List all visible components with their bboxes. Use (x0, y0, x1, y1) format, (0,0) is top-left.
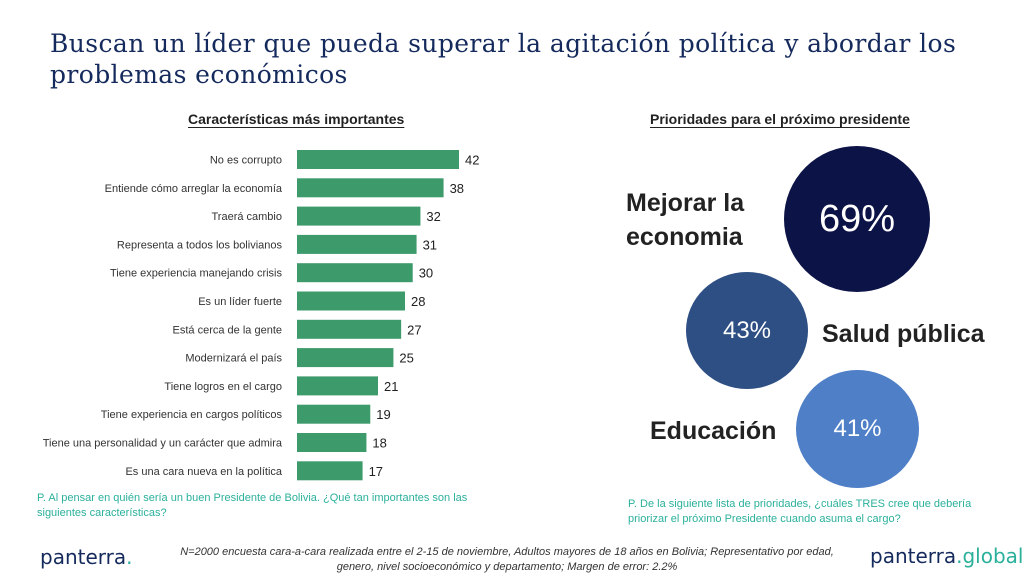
bar (297, 263, 413, 283)
methodology-footnote: N=2000 encuesta cara-a-cara realizada en… (180, 546, 834, 573)
chart-heading: Características más importantes (188, 111, 405, 127)
bar-chart: No es corrupto 42 Entiende cómo arreglar l… (43, 150, 479, 481)
panterra-logo-left: panterra. (40, 545, 132, 569)
bar-value-label: 38 (450, 181, 464, 196)
priorities-heading: Prioridades para el próximo presidente (650, 111, 910, 127)
bar (297, 206, 421, 226)
bar-value-label: 28 (411, 294, 425, 309)
priority-label-education: Educación (650, 417, 777, 445)
left-question-note: P. Al pensar en quién sería un buen Pres… (37, 492, 468, 519)
bar-value-label: 17 (369, 464, 383, 479)
category-label: Tiene experiencia manejando crisis (110, 268, 283, 280)
bar-value-label: 30 (419, 266, 433, 281)
bar-value-label: 32 (426, 209, 440, 224)
bar-value-label: 31 (423, 237, 437, 252)
bar (297, 348, 394, 368)
bar-value-label: 19 (376, 407, 390, 422)
priority-value-education: 41% (833, 415, 882, 442)
bar (297, 234, 417, 254)
bar-value-label: 21 (384, 379, 398, 394)
logo-right-suffix: .global (956, 544, 1024, 568)
priority-label-economy-line1: Mejorar la (626, 189, 745, 217)
priority-label-economy-line2: economia (626, 223, 743, 251)
bar (297, 404, 371, 424)
category-label: Tiene una personalidad y un carácter que… (43, 438, 283, 450)
bar-value-label: 42 (465, 153, 479, 168)
category-label: Modernizará el país (185, 353, 282, 365)
priority-value-health: 43% (722, 316, 772, 344)
right-question-note: P. De la siguiente lista de prioridades,… (628, 498, 972, 525)
priority-circle-economy: 69% (784, 146, 930, 292)
page-title: Buscan un líder que pueda superar la agi… (50, 29, 957, 89)
bar (297, 178, 444, 198)
logo-right-main: panterra (870, 544, 957, 568)
category-label: No es corrupto (210, 155, 282, 167)
priority-circle-education: 41% (796, 370, 919, 488)
priority-label-health: Salud pública (822, 320, 985, 348)
category-label: Está cerca de la gente (173, 324, 282, 336)
category-label: Entiende cómo arreglar la economía (105, 183, 283, 195)
panterra-logo-right: panterra.global (870, 544, 1023, 568)
category-label: Tiene logros en el cargo (164, 381, 282, 393)
bar-value-label: 18 (372, 436, 386, 451)
logo-left-dot: . (126, 545, 133, 569)
category-label: Es un líder fuerte (198, 296, 282, 308)
bar-value-label: 25 (399, 351, 413, 366)
bar (297, 461, 363, 481)
bar-value-label: 27 (407, 322, 421, 337)
category-label: Representa a todos los bolivianos (117, 239, 283, 251)
category-label: Tiene experiencia en cargos políticos (101, 409, 283, 421)
category-label: Es una cara nueva en la política (125, 466, 282, 478)
bar (297, 433, 367, 452)
bar (297, 150, 459, 169)
bar (297, 291, 405, 311)
priority-circle-health: 43% (686, 272, 808, 389)
logo-left-text: panterra (40, 545, 127, 569)
bar (297, 319, 402, 339)
priority-value-economy: 69% (818, 197, 896, 240)
bar (297, 376, 378, 396)
priority-label-economy: Mejorar la economia (626, 186, 744, 254)
category-label: Traerá cambio (211, 211, 282, 223)
